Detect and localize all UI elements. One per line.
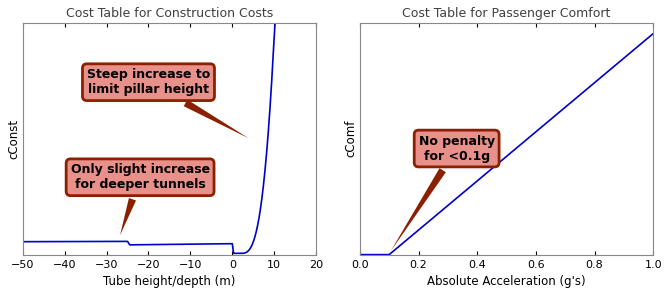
Text: No penalty
for <0.1g: No penalty for <0.1g bbox=[391, 135, 494, 251]
Text: Steep increase to
limit pillar height: Steep increase to limit pillar height bbox=[87, 68, 249, 138]
Title: Cost Table for Passenger Comfort: Cost Table for Passenger Comfort bbox=[402, 7, 611, 20]
Y-axis label: cConst: cConst bbox=[7, 119, 20, 159]
Title: Cost Table for Construction Costs: Cost Table for Construction Costs bbox=[66, 7, 273, 20]
Text: Only slight increase
for deeper tunnels: Only slight increase for deeper tunnels bbox=[70, 163, 209, 235]
X-axis label: Absolute Acceleration (g's): Absolute Acceleration (g's) bbox=[427, 275, 586, 288]
Y-axis label: cComf: cComf bbox=[344, 120, 357, 157]
X-axis label: Tube height/depth (m): Tube height/depth (m) bbox=[103, 275, 235, 288]
